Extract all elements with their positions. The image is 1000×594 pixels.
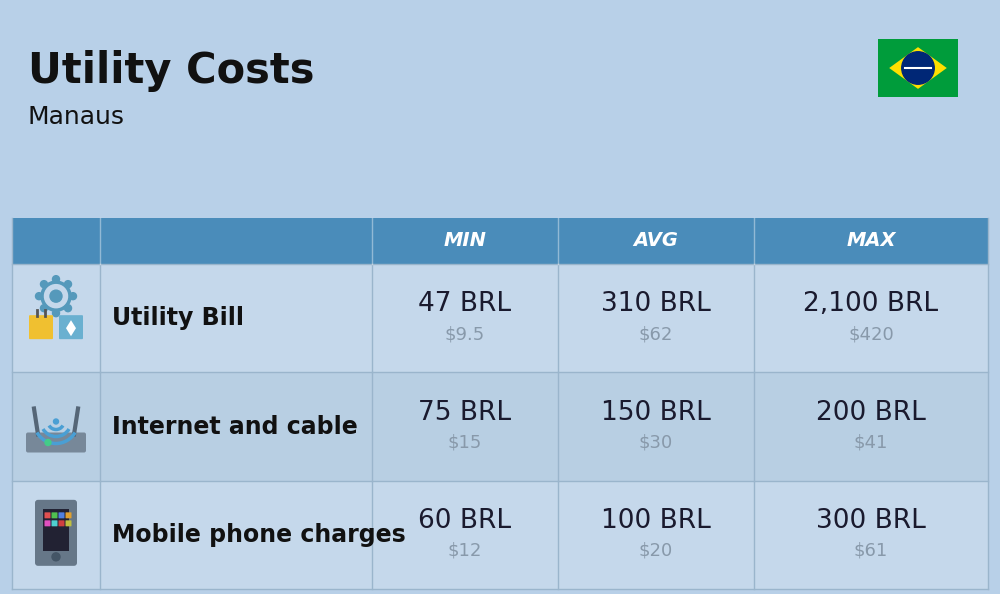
- Text: Internet and cable: Internet and cable: [112, 415, 358, 438]
- FancyBboxPatch shape: [12, 264, 100, 372]
- Circle shape: [52, 553, 60, 561]
- FancyBboxPatch shape: [12, 481, 100, 589]
- Circle shape: [65, 305, 72, 312]
- Text: $9.5: $9.5: [445, 325, 485, 343]
- FancyBboxPatch shape: [52, 520, 58, 526]
- FancyBboxPatch shape: [26, 432, 86, 453]
- Circle shape: [45, 440, 51, 446]
- Text: $62: $62: [639, 325, 673, 343]
- Text: $15: $15: [448, 434, 482, 451]
- Circle shape: [902, 52, 934, 84]
- FancyBboxPatch shape: [558, 218, 754, 264]
- Circle shape: [40, 305, 47, 312]
- Text: Utility Costs: Utility Costs: [28, 50, 314, 92]
- FancyBboxPatch shape: [44, 513, 50, 519]
- FancyBboxPatch shape: [878, 39, 958, 97]
- Text: AVG: AVG: [634, 232, 678, 251]
- FancyBboxPatch shape: [58, 513, 64, 519]
- Text: 47 BRL: 47 BRL: [418, 291, 512, 317]
- Text: 60 BRL: 60 BRL: [418, 508, 512, 534]
- FancyBboxPatch shape: [100, 481, 988, 589]
- Text: $420: $420: [848, 325, 894, 343]
- Circle shape: [36, 293, 42, 299]
- Text: Manaus: Manaus: [28, 105, 125, 129]
- Text: 100 BRL: 100 BRL: [601, 508, 711, 534]
- Text: $41: $41: [854, 434, 888, 451]
- Circle shape: [50, 290, 62, 302]
- FancyBboxPatch shape: [100, 372, 988, 481]
- FancyBboxPatch shape: [12, 372, 100, 481]
- Text: 200 BRL: 200 BRL: [816, 400, 926, 425]
- FancyBboxPatch shape: [12, 218, 372, 264]
- FancyBboxPatch shape: [52, 513, 58, 519]
- Text: 2,100 BRL: 2,100 BRL: [803, 291, 939, 317]
- FancyBboxPatch shape: [43, 509, 69, 551]
- Circle shape: [54, 419, 58, 424]
- Text: $30: $30: [639, 434, 673, 451]
- Circle shape: [70, 293, 76, 299]
- FancyBboxPatch shape: [35, 500, 77, 566]
- Circle shape: [52, 309, 60, 317]
- Text: Mobile phone charges: Mobile phone charges: [112, 523, 406, 547]
- Text: $20: $20: [639, 542, 673, 560]
- FancyBboxPatch shape: [44, 520, 50, 526]
- Polygon shape: [889, 47, 947, 89]
- Text: 75 BRL: 75 BRL: [418, 400, 512, 425]
- FancyBboxPatch shape: [372, 218, 558, 264]
- Text: $61: $61: [854, 542, 888, 560]
- FancyBboxPatch shape: [58, 520, 64, 526]
- FancyBboxPatch shape: [29, 315, 53, 339]
- Text: 300 BRL: 300 BRL: [816, 508, 926, 534]
- Text: $12: $12: [448, 542, 482, 560]
- Text: MIN: MIN: [444, 232, 486, 251]
- FancyBboxPatch shape: [66, 520, 72, 526]
- FancyBboxPatch shape: [100, 264, 988, 372]
- Circle shape: [65, 280, 72, 287]
- Text: Utility Bill: Utility Bill: [112, 306, 244, 330]
- FancyBboxPatch shape: [59, 315, 83, 339]
- Text: MAX: MAX: [846, 232, 896, 251]
- Polygon shape: [66, 320, 76, 336]
- Circle shape: [40, 280, 47, 287]
- FancyBboxPatch shape: [66, 513, 72, 519]
- Text: 310 BRL: 310 BRL: [601, 291, 711, 317]
- Circle shape: [52, 276, 60, 283]
- Text: 150 BRL: 150 BRL: [601, 400, 711, 425]
- FancyBboxPatch shape: [754, 218, 988, 264]
